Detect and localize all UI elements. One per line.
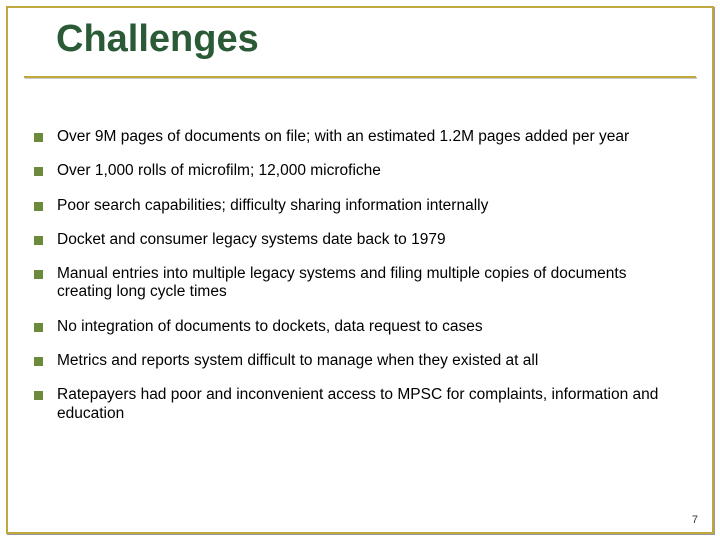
bullet-text: Manual entries into multiple legacy syst… [57,265,682,302]
bullet-icon [34,391,43,400]
page-number: 7 [692,514,698,526]
bullet-text: Over 9M pages of documents on file; with… [57,128,629,146]
list-item: No integration of documents to dockets, … [34,318,682,336]
list-item: Manual entries into multiple legacy syst… [34,265,682,302]
title-underline [24,76,696,78]
bullet-list: Over 9M pages of documents on file; with… [34,128,682,439]
bullet-icon [34,323,43,332]
title-block: Challenges [56,18,259,61]
bullet-text: Over 1,000 rolls of microfilm; 12,000 mi… [57,162,381,180]
slide-title: Challenges [56,18,259,61]
bullet-text: Docket and consumer legacy systems date … [57,231,446,249]
bullet-icon [34,236,43,245]
bullet-icon [34,202,43,211]
bullet-icon [34,133,43,142]
bullet-icon [34,270,43,279]
list-item: Over 9M pages of documents on file; with… [34,128,682,146]
bullet-text: Poor search capabilities; difficulty sha… [57,197,488,215]
list-item: Docket and consumer legacy systems date … [34,231,682,249]
bullet-icon [34,357,43,366]
list-item: Poor search capabilities; difficulty sha… [34,197,682,215]
list-item: Metrics and reports system difficult to … [34,352,682,370]
bullet-text: Metrics and reports system difficult to … [57,352,538,370]
bullet-icon [34,167,43,176]
bullet-text: No integration of documents to dockets, … [57,318,483,336]
bullet-text: Ratepayers had poor and inconvenient acc… [57,386,682,423]
list-item: Ratepayers had poor and inconvenient acc… [34,386,682,423]
list-item: Over 1,000 rolls of microfilm; 12,000 mi… [34,162,682,180]
